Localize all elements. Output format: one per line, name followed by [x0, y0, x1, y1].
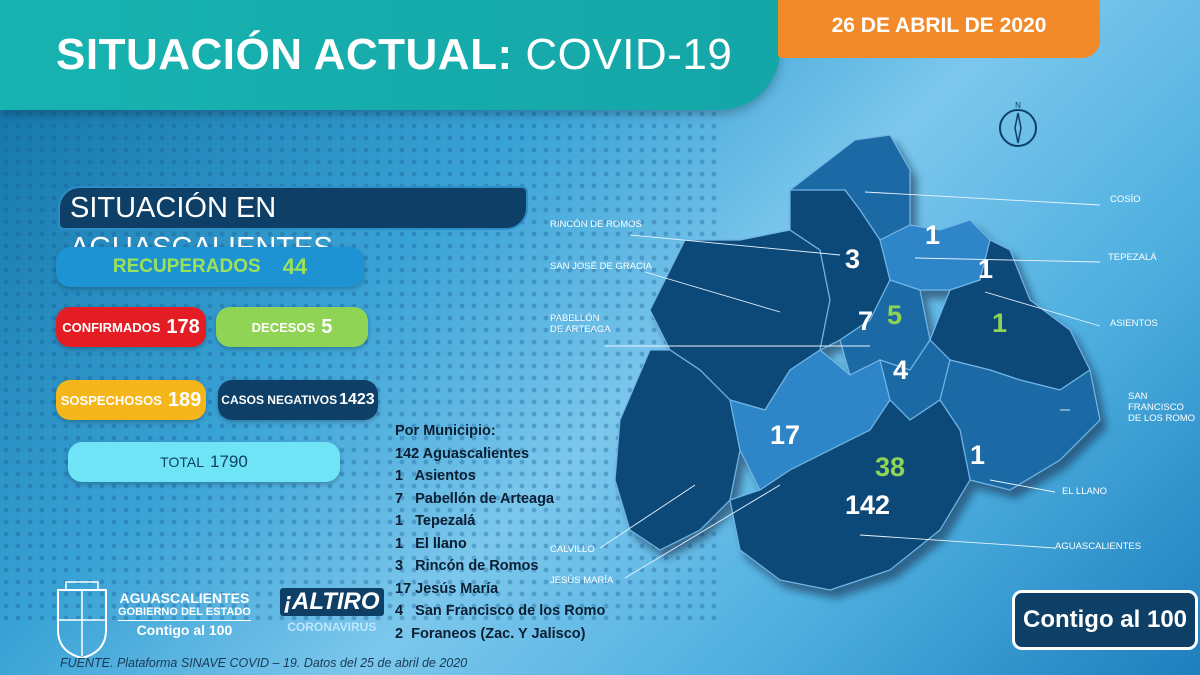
- source-footnote: FUENTE. Plataforma SINAVE COVID – 19. Da…: [60, 656, 468, 670]
- total-value: 1790: [210, 452, 248, 471]
- region-calvillo: [614, 349, 741, 551]
- gov-logo-line3: Contigo al 100: [118, 620, 251, 638]
- confirmados-value: 178: [166, 315, 200, 338]
- government-logo: AGUASCALIENTES GOBIERNO DEL ESTADO Conti…: [118, 590, 251, 638]
- map-label-rincon: RINCÓN DE ROMOS: [550, 219, 642, 230]
- municipio-item: 1 Asientos: [395, 468, 476, 484]
- map-value-aguascalientes-green: 38: [875, 452, 906, 482]
- municipio-item: 17 Jesús María: [395, 580, 499, 597]
- contigo-badge: Contigo al 100: [1012, 590, 1198, 650]
- compass-letter: N: [1015, 101, 1021, 110]
- map-label-tepezala: TEPEZALÁ: [1108, 252, 1157, 263]
- map-label-pabellon: PABELLÓN DE ARTEAGA: [550, 313, 611, 335]
- sospechosos-value: 189: [167, 388, 202, 411]
- total-badge: TOTAL 1790: [68, 442, 340, 482]
- gov-logo-line1: AGUASCALIENTES: [119, 590, 250, 606]
- map-value-aguascalientes: 142: [845, 490, 891, 520]
- map-value-cosio: 1: [925, 220, 941, 250]
- municipio-item: 3 Rincón de Romos: [395, 558, 539, 574]
- map-label-sanjose: SAN JOSÉ DE GRACIA: [550, 261, 652, 272]
- map-label-sanfrancisco-line1: SAN FRANCISCO: [1128, 391, 1184, 413]
- confirmados-badge: CONFIRMADOS 178: [56, 307, 206, 347]
- altiro-logo-text: ¡ALTIRO: [280, 588, 384, 616]
- municipio-item: 2 Foraneos (Zac. Y Jalisco): [395, 625, 586, 642]
- title-light: COVID-19: [525, 30, 733, 79]
- map-label-sanfrancisco: SAN FRANCISCO DE LOS ROMO: [1128, 391, 1200, 424]
- map-label-calvillo: CALVILLO: [550, 544, 595, 555]
- recuperados-label: RECUPERADOS: [112, 256, 261, 277]
- municipio-item: 1 Tepezalá: [395, 513, 476, 529]
- map-label-cosio: COSÍO: [1110, 194, 1141, 205]
- sospechosos-label: SOSPECHOSOS: [60, 392, 162, 408]
- map-value-tepezala: 1: [978, 254, 994, 284]
- map-value-sanfrancisco: 4: [893, 355, 909, 385]
- municipio-item: 4 San Francisco de los Romo: [395, 603, 606, 619]
- municipio-item: 1 El llano: [395, 535, 467, 552]
- municipio-heading: Por Municipio:: [395, 423, 496, 439]
- map-value-jesusmaria: 17: [770, 420, 801, 450]
- map-value-elllano: 1: [970, 440, 986, 470]
- decesos-label: DECESOS: [251, 319, 316, 335]
- negativos-badge: CASOS NEGATIVOS 1423: [218, 380, 378, 420]
- title-bold: SITUACIÓN ACTUAL:: [56, 30, 513, 79]
- map-value-rincon: 3: [845, 244, 861, 274]
- page-title: SITUACIÓN ACTUAL: COVID-19: [56, 30, 732, 80]
- map-value-pabellon: 7: [858, 306, 874, 336]
- map-label-aguascalientes: AGUASCALIENTES: [1055, 541, 1142, 552]
- map-label-sanfrancisco-line2: DE LOS ROMO: [1128, 413, 1196, 424]
- map-value-asientos: 1: [992, 308, 1008, 338]
- recuperados-value: 44: [282, 254, 308, 279]
- altiro-logo: ¡ALTIRO CORONAVIRUS: [280, 588, 384, 634]
- total-label: TOTAL: [160, 454, 204, 470]
- map-label-jesusmaria: JESÚS MARÍA: [550, 575, 614, 586]
- decesos-badge: DECESOS 5: [216, 307, 368, 347]
- municipio-item: 142 Aguascalientes: [395, 445, 530, 462]
- coat-of-arms-icon: [57, 581, 107, 660]
- compass-icon: N: [999, 101, 1037, 147]
- map-label-pabellon-line1: PABELLÓN: [550, 313, 600, 324]
- decesos-value: 5: [321, 315, 333, 338]
- map-label-pabellon-line2: DE ARTEAGA: [550, 324, 611, 335]
- municipio-list: Por Municipio: 142 Aguascalientes 1 Asie…: [395, 420, 605, 645]
- recuperados-badge: RECUPERADOS 44: [56, 247, 364, 287]
- sospechosos-badge: SOSPECHOSOS 189: [56, 380, 206, 420]
- negativos-label: CASOS NEGATIVOS: [221, 393, 338, 407]
- confirmados-label: CONFIRMADOS: [62, 319, 161, 335]
- aguascalientes-map: [614, 134, 1101, 591]
- gov-logo-line2: GOBIERNO DEL ESTADO: [118, 606, 251, 618]
- map-value-pabellon-green: 5: [887, 300, 903, 330]
- region-aguascalientes: [729, 399, 971, 591]
- map-label-asientos: ASIENTOS: [1110, 318, 1158, 329]
- title-banner: SITUACIÓN ACTUAL: COVID-19: [0, 0, 780, 110]
- map-label-elllano: EL LLANO: [1062, 486, 1108, 497]
- date-banner: 26 DE ABRIL DE 2020: [778, 0, 1100, 58]
- municipio-item: 7 Pabellón de Arteaga: [395, 490, 555, 507]
- negativos-value: 1423: [339, 391, 375, 408]
- altiro-logo-sub: CORONAVIRUS: [287, 620, 377, 634]
